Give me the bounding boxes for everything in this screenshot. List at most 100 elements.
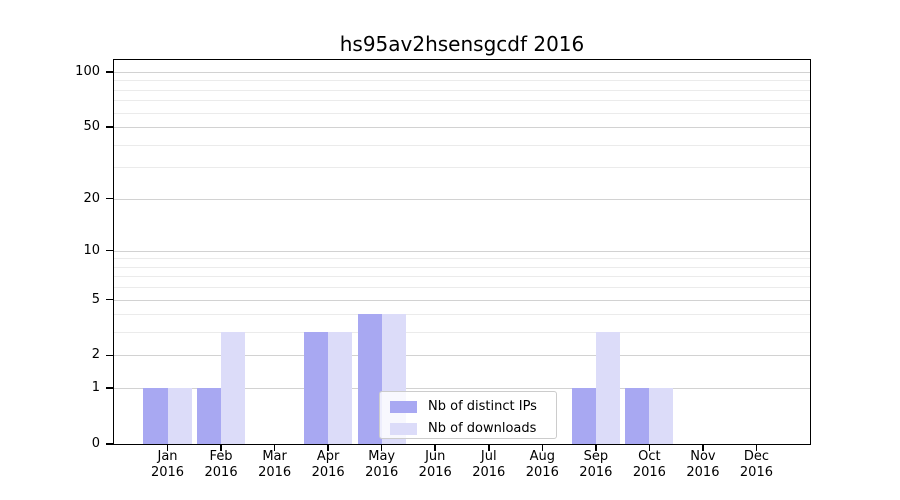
- x-tick-mark: [595, 444, 597, 451]
- y-tick-mark: [106, 387, 113, 389]
- y-tick-label: 20: [83, 190, 100, 206]
- x-tick-month: Jan: [157, 449, 178, 464]
- x-tick-mark: [327, 444, 329, 451]
- legend-label-distinct-ips: Nb of distinct IPs: [428, 399, 537, 414]
- y-tick-mark: [106, 443, 113, 445]
- x-tick-month: Dec: [743, 449, 770, 464]
- y-tick-label: 100: [75, 63, 100, 79]
- x-tick-month: Feb: [209, 449, 233, 464]
- x-tick-year: 2016: [204, 464, 238, 480]
- x-tick-label: Sep 2016: [560, 449, 632, 480]
- y-tick-mark: [106, 249, 113, 252]
- x-tick-month: Aug: [529, 449, 555, 464]
- chart-title: hs95av2hsensgcdf 2016: [339, 32, 585, 56]
- y-tick-mark: [106, 71, 113, 73]
- x-tick-label: Nov 2016: [667, 449, 739, 480]
- x-tick-mark: [541, 444, 544, 451]
- bar: [304, 332, 329, 444]
- x-tick-year: 2016: [258, 464, 292, 480]
- x-tick-label: Jul 2016: [453, 449, 525, 480]
- gridline-minor: [114, 80, 810, 82]
- x-tick-mark: [434, 444, 436, 451]
- x-tick-label: Jan 2016: [132, 449, 204, 480]
- y-tick-label: 10: [83, 242, 100, 258]
- legend-label-downloads: Nb of downloads: [428, 421, 537, 436]
- gridline-major: [114, 355, 810, 357]
- x-tick-label: Jun 2016: [399, 449, 471, 480]
- x-tick-mark: [220, 444, 222, 451]
- gridline-minor: [114, 89, 810, 91]
- bar: [357, 314, 382, 444]
- bar: [328, 332, 353, 444]
- x-tick-label: Aug 2016: [506, 449, 578, 480]
- legend: Nb of distinct IPs Nb of downloads: [379, 391, 557, 439]
- x-tick-label: Feb 2016: [185, 449, 257, 480]
- gridline-minor: [114, 332, 810, 334]
- x-tick-year: 2016: [739, 464, 773, 480]
- gridline-minor: [114, 266, 810, 268]
- gridline-minor: [114, 314, 810, 316]
- x-tick-year: 2016: [632, 464, 666, 480]
- legend-swatch-downloads: [390, 422, 417, 435]
- x-tick-label: May 2016: [346, 449, 418, 480]
- x-tick-year: 2016: [365, 464, 399, 480]
- gridline-major: [114, 299, 810, 301]
- x-tick-month: Oct: [638, 449, 661, 464]
- x-tick-year: 2016: [311, 464, 345, 480]
- x-tick-month: Jun: [425, 449, 446, 464]
- gridline-major: [114, 388, 810, 390]
- x-tick-year: 2016: [525, 464, 559, 480]
- x-tick-label: Mar 2016: [239, 449, 311, 480]
- x-tick-label: Dec 2016: [720, 449, 792, 480]
- x-tick-month: Mar: [262, 449, 287, 464]
- gridline-minor: [114, 287, 810, 289]
- x-tick-year: 2016: [472, 464, 506, 480]
- x-tick-month: Nov: [690, 449, 716, 464]
- gridline-minor: [114, 144, 810, 146]
- y-tick-mark: [106, 126, 113, 128]
- gridline-minor: [114, 167, 810, 169]
- y-tick-label: 1: [91, 380, 100, 396]
- x-tick-year: 2016: [418, 464, 452, 480]
- x-tick-month: Jul: [480, 449, 497, 464]
- bar: [143, 388, 168, 444]
- x-tick-month: Apr: [316, 449, 340, 464]
- gridline-major: [114, 250, 810, 252]
- x-tick-mark: [702, 444, 704, 451]
- y-tick-mark: [106, 298, 113, 301]
- y-tick-mark: [106, 354, 113, 357]
- x-tick-year: 2016: [150, 464, 185, 480]
- y-tick-mark: [106, 197, 113, 200]
- bar: [595, 332, 620, 444]
- x-tick-mark: [380, 444, 383, 451]
- plot-area: Nb of distinct IPs Nb of downloads: [113, 59, 811, 445]
- y-tick-label: 50: [83, 118, 100, 134]
- x-tick-year: 2016: [579, 464, 613, 480]
- gridline-major: [114, 198, 810, 200]
- gridline-minor: [114, 276, 810, 278]
- x-tick-month: May: [368, 449, 396, 464]
- x-tick-year: 2016: [686, 464, 720, 480]
- bar: [167, 388, 192, 444]
- legend-swatch-distinct-ips: [390, 400, 417, 413]
- x-tick-label: Oct 2016: [613, 449, 685, 480]
- gridline-minor: [114, 100, 810, 102]
- x-tick-mark: [166, 444, 169, 451]
- x-tick-label: Apr 2016: [292, 449, 364, 480]
- gridline-minor: [114, 258, 810, 260]
- y-tick-label: 0: [91, 436, 100, 451]
- legend-item-downloads: Nb of downloads: [390, 421, 546, 436]
- bar: [571, 388, 596, 444]
- x-tick-mark: [488, 444, 490, 451]
- bar: [221, 332, 246, 444]
- gridline-minor: [114, 112, 810, 114]
- x-tick-mark: [273, 444, 276, 451]
- bar: [196, 388, 222, 444]
- legend-item-distinct-ips: Nb of distinct IPs: [390, 399, 546, 414]
- x-tick-month: Sep: [583, 449, 609, 464]
- y-tick-label: 5: [91, 291, 100, 307]
- gridline-major: [114, 126, 810, 128]
- bar: [649, 388, 674, 444]
- bar: [625, 388, 650, 444]
